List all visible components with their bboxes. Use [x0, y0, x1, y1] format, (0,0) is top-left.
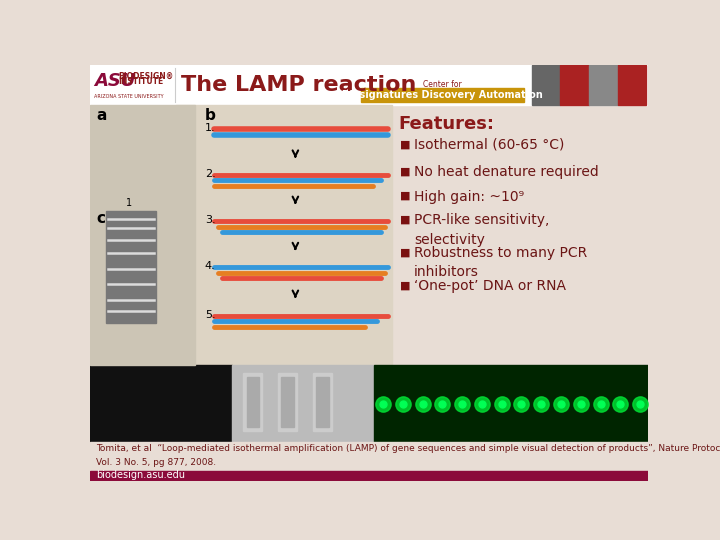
Text: High gain: ~10⁹: High gain: ~10⁹ — [414, 190, 524, 204]
Bar — [560, 65, 589, 105]
Text: 3.: 3. — [204, 215, 215, 225]
Bar — [589, 65, 618, 105]
Text: ■: ■ — [400, 191, 410, 201]
Bar — [90, 470, 648, 481]
Text: ■: ■ — [400, 166, 410, 177]
Bar — [90, 65, 175, 105]
Text: biodesign.asu.edu: biodesign.asu.edu — [96, 470, 185, 480]
Text: Features:: Features: — [398, 115, 495, 133]
Text: 1: 1 — [126, 198, 132, 208]
Bar — [90, 65, 648, 105]
Text: BIODESIGN®: BIODESIGN® — [119, 72, 174, 80]
Bar — [90, 442, 648, 481]
Text: 4.: 4. — [204, 261, 215, 271]
Text: a: a — [96, 108, 107, 123]
Text: No heat denature required: No heat denature required — [414, 165, 599, 179]
Text: ■: ■ — [400, 247, 410, 257]
Text: Isothermal (60-65 °C): Isothermal (60-65 °C) — [414, 138, 564, 152]
Bar — [246, 377, 259, 427]
Text: ■: ■ — [400, 280, 410, 291]
Text: ASU: ASU — [94, 72, 135, 91]
Text: ‘One-pot’ DNA or RNA: ‘One-pot’ DNA or RNA — [414, 279, 566, 293]
Text: c: c — [96, 211, 105, 226]
Text: Robustness to many PCR
inhibitors: Robustness to many PCR inhibitors — [414, 246, 588, 279]
Text: b: b — [204, 108, 215, 123]
Bar — [90, 365, 232, 442]
Text: Biosignatures Discovery Automation: Biosignatures Discovery Automation — [342, 90, 543, 100]
Text: Tomita, et al  “Loop-mediated isothermal amplification (LAMP) of gene sequences : Tomita, et al “Loop-mediated isothermal … — [96, 444, 720, 467]
Text: INSTITUTE: INSTITUTE — [119, 77, 164, 86]
Bar — [374, 365, 648, 442]
Text: 1.: 1. — [204, 123, 215, 132]
Bar — [106, 211, 156, 323]
Bar — [313, 373, 332, 430]
Text: PCR-like sensitivity,
selectivity: PCR-like sensitivity, selectivity — [414, 213, 549, 247]
Text: 5.: 5. — [204, 309, 215, 320]
Bar — [243, 373, 262, 430]
Text: ■: ■ — [400, 215, 410, 225]
Bar — [532, 65, 560, 105]
Bar — [618, 65, 647, 105]
Bar — [282, 377, 294, 427]
Bar — [90, 105, 392, 365]
Text: Center for: Center for — [423, 80, 462, 89]
Text: The LAMP reaction: The LAMP reaction — [181, 75, 417, 95]
Bar — [232, 365, 374, 442]
Text: ■: ■ — [400, 139, 410, 150]
Bar — [90, 105, 194, 365]
Text: 2.: 2. — [204, 168, 215, 179]
Text: ARIZONA STATE UNIVERSITY: ARIZONA STATE UNIVERSITY — [94, 94, 163, 99]
Bar — [279, 373, 297, 430]
Bar — [361, 88, 524, 102]
Bar — [316, 377, 329, 427]
Bar — [90, 105, 648, 365]
